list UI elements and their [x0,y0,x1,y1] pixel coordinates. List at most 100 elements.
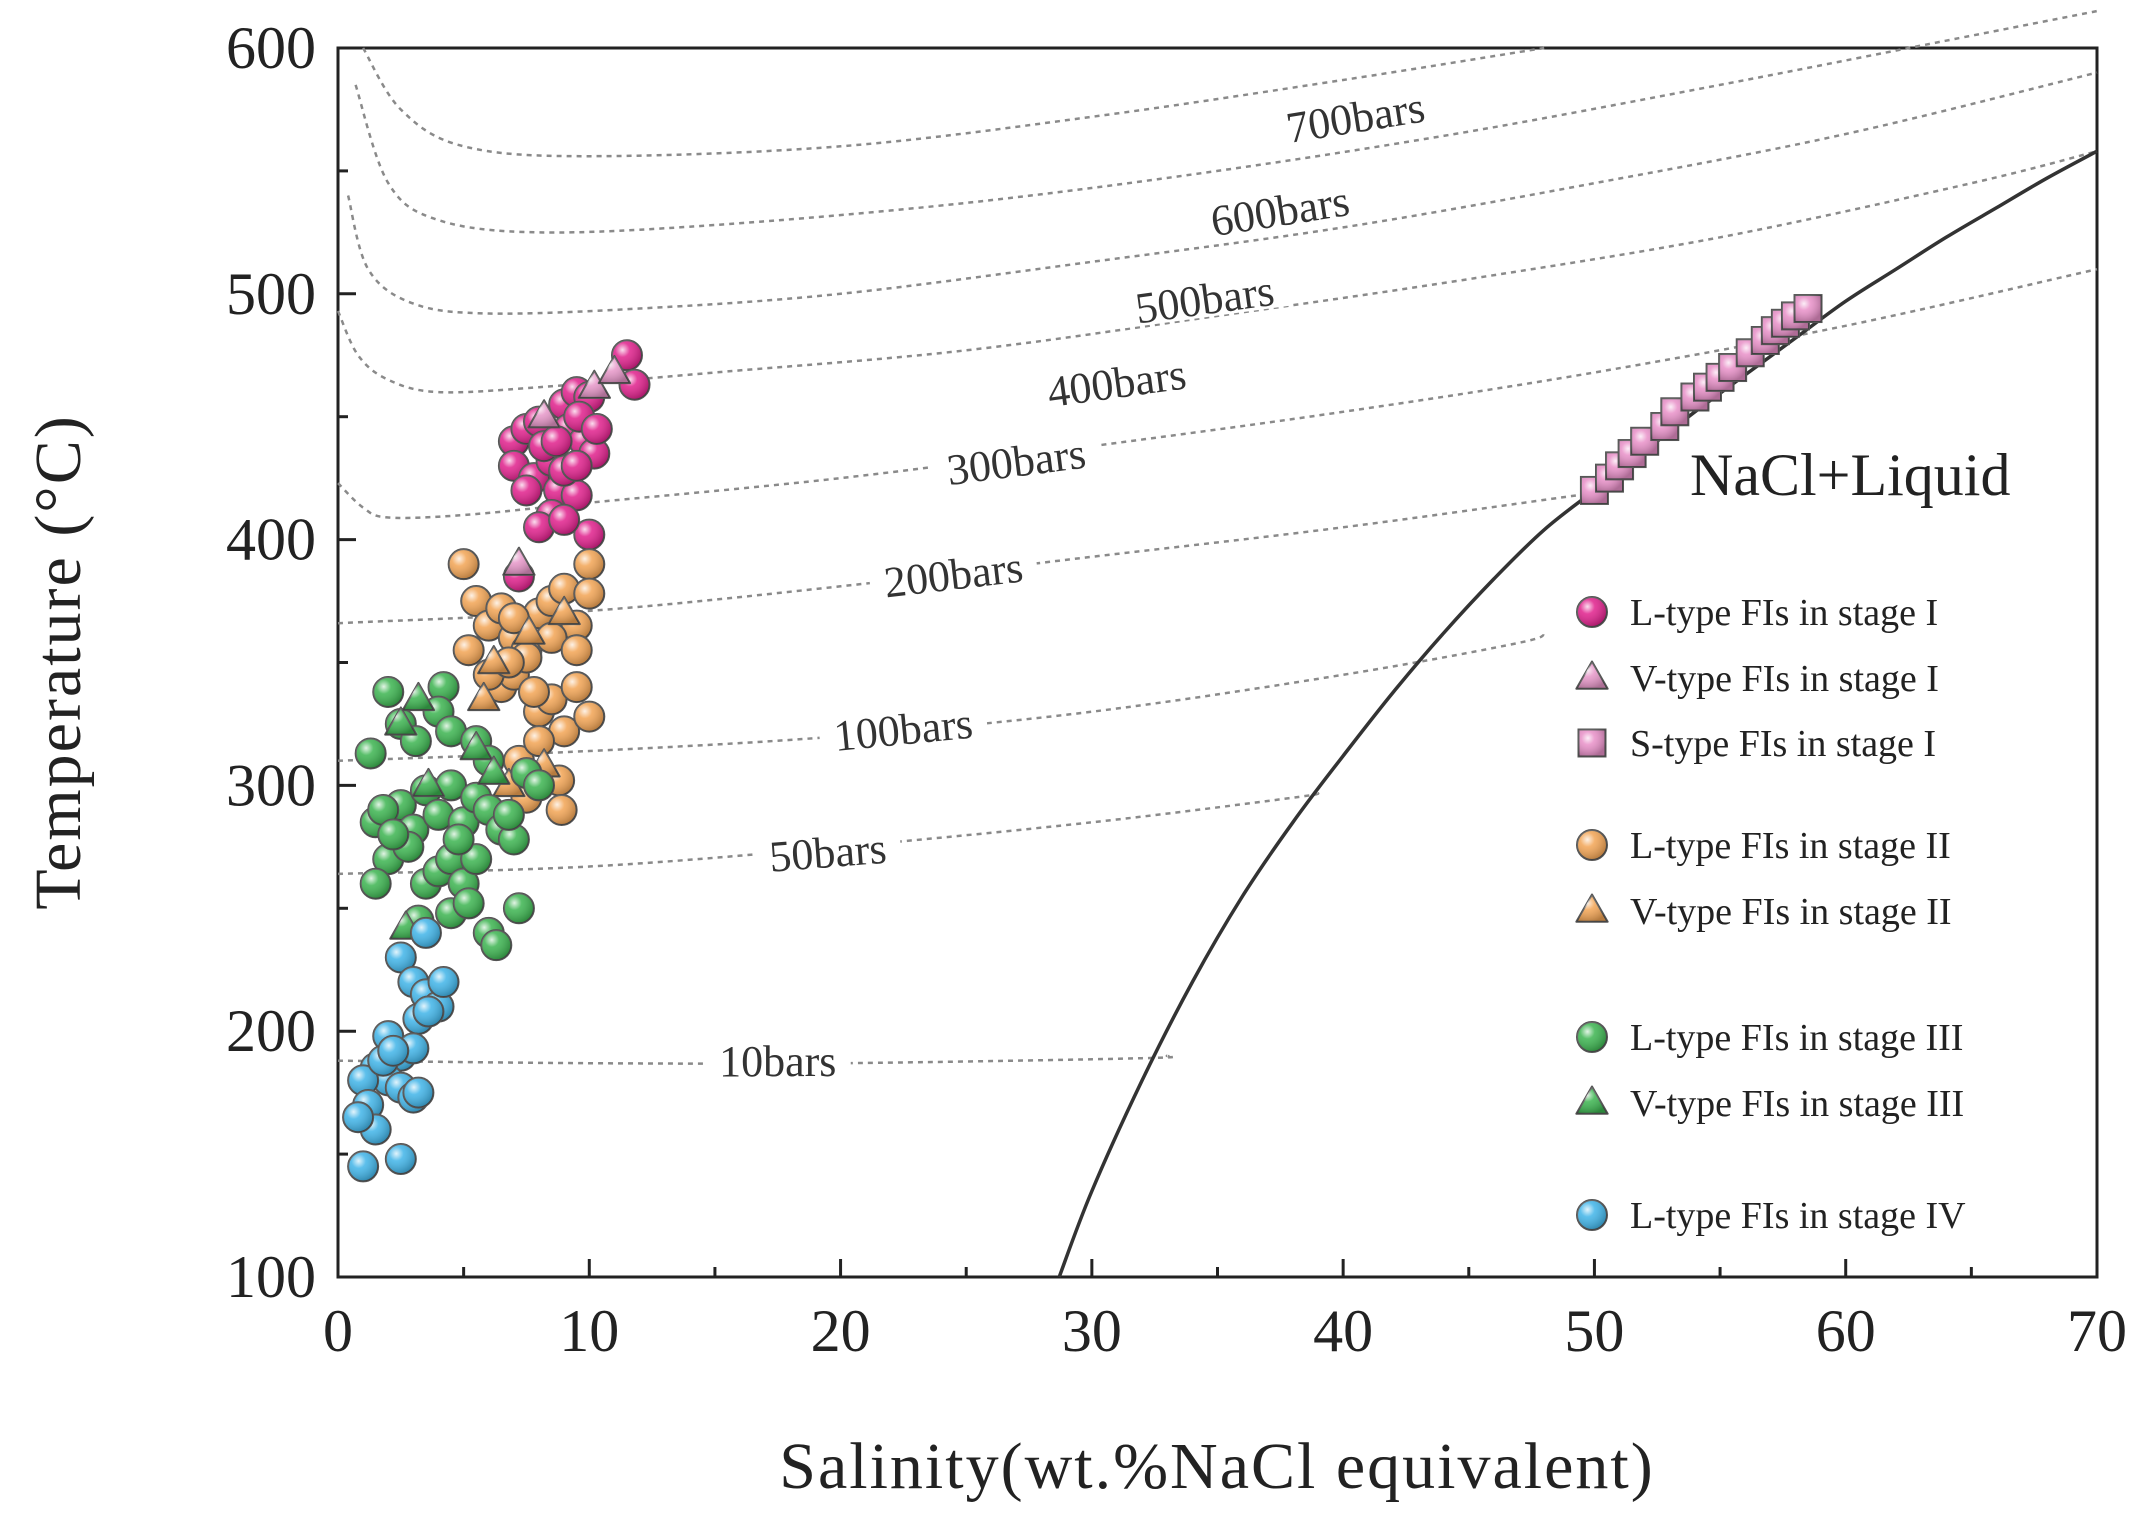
legend-label: L-type FIs in stage II [1630,825,1951,867]
halite-saturation-curve-group [1057,149,2098,1278]
legend-label: V-type FIs in stage II [1630,891,1952,933]
data-point [477,755,511,785]
data-point [409,916,442,949]
isobar-line [362,46,1545,158]
region-label: NaCl+Liquid [1690,442,2010,508]
y-tick-label: 400 [226,507,316,573]
data-point [497,823,530,856]
data-point [477,645,511,675]
legend-marker [1576,596,1608,628]
data-point [402,1076,435,1109]
data-point [548,503,581,536]
data-point [459,731,493,761]
y-tick-label: 300 [226,752,316,818]
legend-label: L-type FIs in stage IV [1630,1195,1966,1237]
data-point [510,474,543,507]
data-point [347,1150,380,1183]
legend-item: L-type FIs in stage III [1576,1017,1963,1059]
isobar-line [346,71,2098,315]
isobar-label-bg [1118,265,1291,329]
x-tick-label: 70 [2067,1298,2127,1364]
data-point [597,354,632,385]
data-point [377,1034,410,1067]
data-point [523,511,556,544]
data-point [384,1143,417,1176]
data-point [442,823,475,856]
isobar-label: 600bars [1207,176,1352,246]
isobar-labels: 10bars 50bars 100bars 200bars 300bars 400bars… [704,82,1442,1086]
legend-item: V-type FIs in stage II [1575,891,1952,933]
legend-marker [1577,728,1607,758]
x-tick-label: 40 [1313,1298,1373,1364]
isobar-label-bg [1030,349,1203,412]
isobar-label-group: 600bars [1193,175,1366,246]
legend-marker [1575,660,1609,690]
data-point [492,798,525,831]
x-tick-label: 10 [559,1298,619,1364]
isobar-label: 300bars [944,429,1088,495]
data-point [502,546,536,576]
data-point [545,793,578,826]
isobar-label-group: 400bars [1030,349,1203,417]
data-point [1793,294,1823,324]
x-tick-label: 50 [1564,1298,1624,1364]
legend-marker [1576,829,1608,861]
isobar-label-group: 500bars [1118,265,1291,333]
y-axis-title: Temperature (°C) [22,414,95,909]
isobar-line [337,791,1320,876]
data-point [523,769,556,802]
legend-item: V-type FIs in stage III [1575,1083,1964,1125]
data-point [447,548,480,581]
isobar-label-bg [704,1039,851,1080]
data-point [411,767,446,798]
legend-item: S-type FIs in stage I [1577,723,1936,765]
halite-saturation-curve [1057,149,2098,1278]
legend-item: L-type FIs in stage IV [1576,1195,1966,1237]
isobar-line [354,9,2098,234]
x-tick-label: 30 [1062,1298,1122,1364]
y-tick-label: 200 [226,998,316,1064]
data-point [372,675,405,708]
isobar-label-bg [930,428,1102,490]
data-point [359,867,392,900]
axis-tick-labels: 0 10 20 30 40 50 60 70 100 200 300 400 500 600 [226,15,2127,1364]
y-tick-label: 600 [226,15,316,81]
data-point [452,634,485,667]
y-tick-label: 100 [226,1244,316,1310]
isobar-label-group: 200bars [867,543,1039,607]
data-point [573,548,606,581]
isobar-label-group: 300bars [930,428,1102,495]
isobar-label-bg [1193,175,1366,242]
x-tick-label: 20 [811,1298,871,1364]
isobar-label-bg [753,824,903,876]
data-point [577,369,611,399]
legend-label: L-type FIs in stage III [1630,1017,1963,1059]
data-point [560,634,593,667]
legend-label: S-type FIs in stage I [1630,723,1936,765]
data-point [354,737,387,770]
isobar-label: 50bars [768,824,889,882]
legend-item: L-type FIs in stage I [1576,592,1938,634]
legend: L-type FIs in stage I V-type FIs in stage… [1575,592,1966,1237]
x-axis-title: Salinity(wt.%NaCl equivalent) [779,1430,1655,1503]
isobar-line [337,1054,1175,1065]
legend-label: L-type FIs in stage I [1630,592,1938,634]
data-points [342,294,1823,1183]
isobar-label: 10bars [719,1037,836,1086]
data-point [560,671,593,704]
data-point [412,995,445,1028]
data-point [377,818,410,851]
data-point [342,1101,375,1134]
isobar-label: 500bars [1132,266,1277,333]
isobar-label-group: 100bars [817,699,989,761]
legend-item: L-type FIs in stage II [1576,825,1951,867]
legend-marker [1575,893,1609,923]
isobar-label-group: 50bars [753,824,903,882]
data-point [573,577,606,610]
data-point [560,449,593,482]
data-point [560,479,593,512]
data-point [467,681,501,712]
legend-label: V-type FIs in stage III [1630,1083,1964,1125]
legend-item: V-type FIs in stage I [1575,658,1939,700]
